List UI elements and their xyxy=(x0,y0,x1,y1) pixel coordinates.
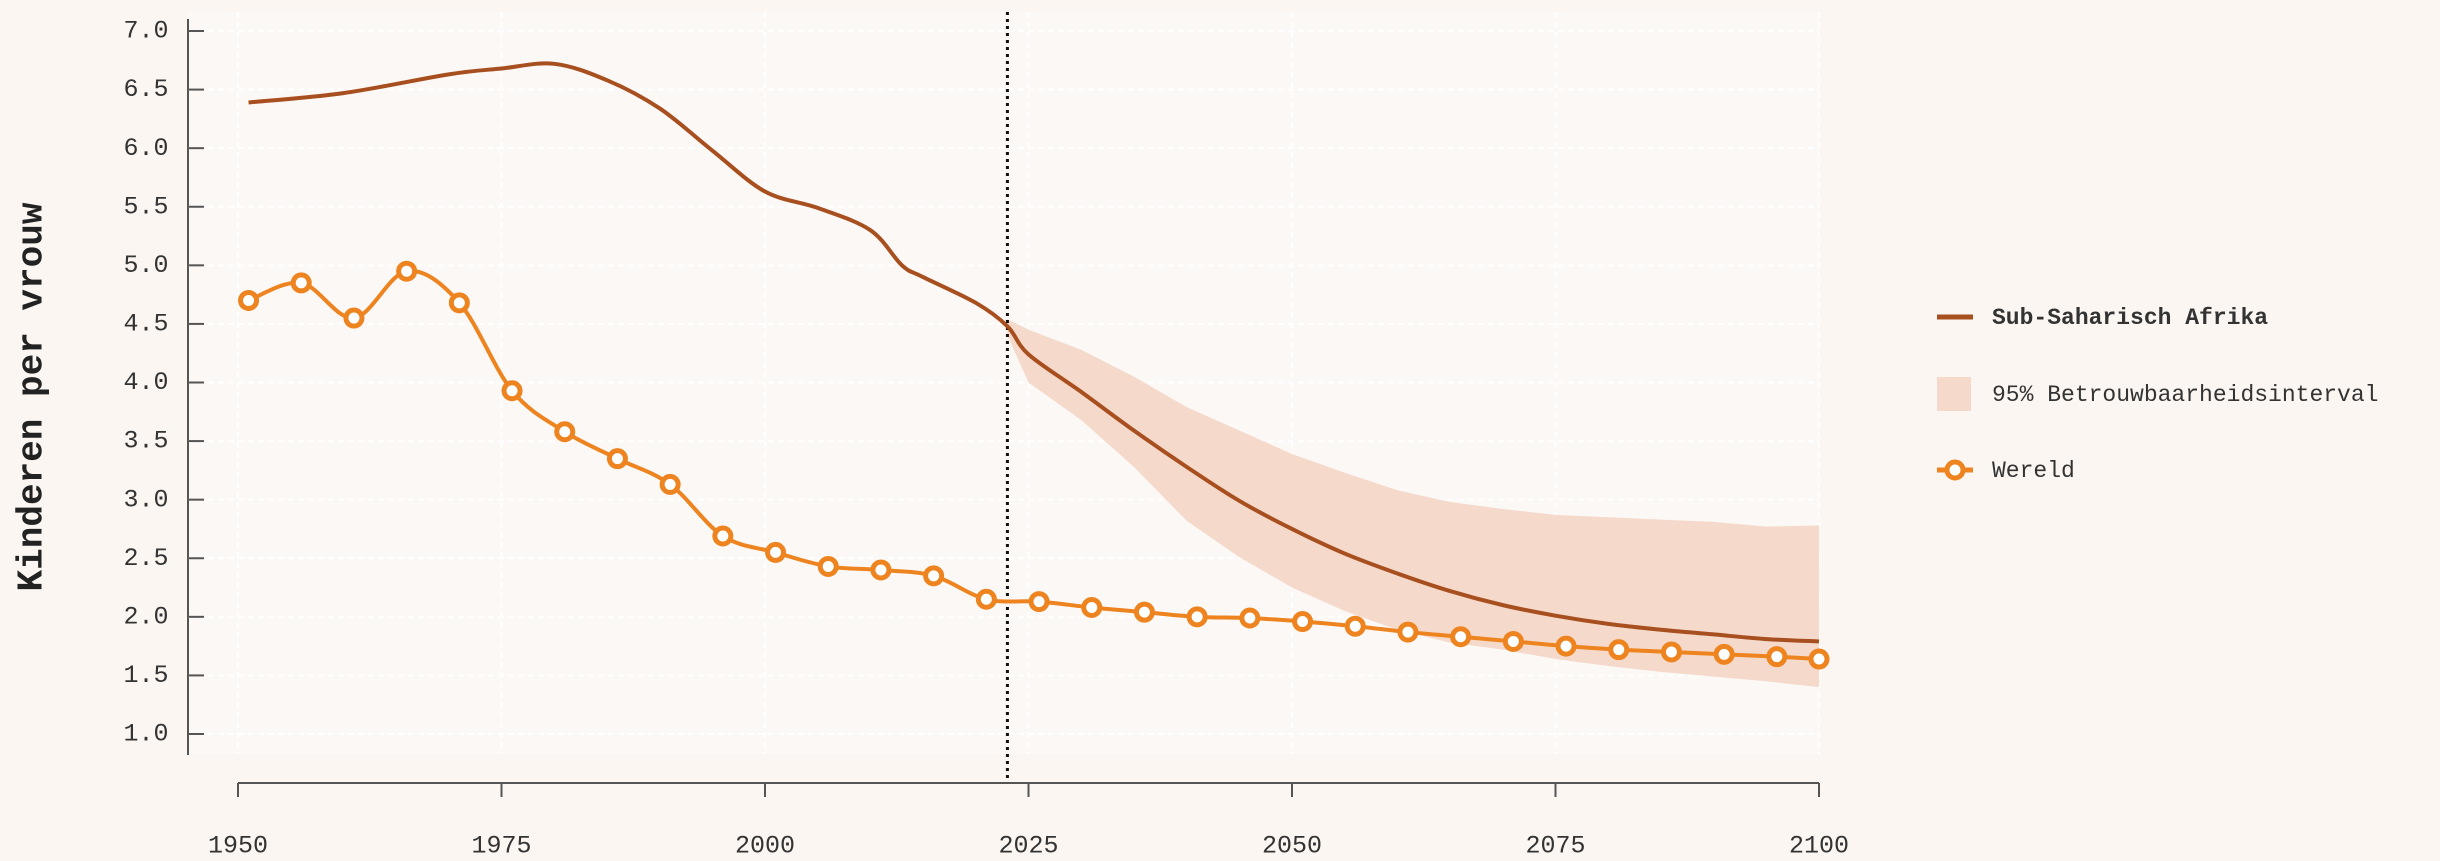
legend-label: Sub-Saharisch Afrika xyxy=(1992,305,2268,331)
y-tick-label: 4.0 xyxy=(123,368,168,397)
x-tick-label: 2000 xyxy=(735,832,795,861)
point-marker xyxy=(1186,606,1208,628)
confidence-band xyxy=(1007,319,1819,688)
point-marker xyxy=(501,380,523,402)
point-marker xyxy=(1555,635,1577,657)
point-marker xyxy=(1450,626,1472,648)
point-marker xyxy=(396,260,418,282)
point-marker xyxy=(975,588,997,610)
point-marker xyxy=(606,448,628,470)
y-tick-label: 6.0 xyxy=(123,134,168,163)
point-marker xyxy=(448,292,470,314)
x-tick-label: 1950 xyxy=(208,832,268,861)
point-marker xyxy=(1766,646,1788,668)
y-tick-label: 4.5 xyxy=(123,310,168,339)
x-tick-label: 1975 xyxy=(471,832,531,861)
y-tick-label: 2.5 xyxy=(123,544,168,573)
point-marker xyxy=(1133,601,1155,623)
y-tick-label: 6.5 xyxy=(123,75,168,104)
point-marker xyxy=(343,307,365,329)
point-marker xyxy=(1292,611,1314,633)
point-marker xyxy=(1344,615,1366,637)
point-marker xyxy=(1239,607,1261,629)
point-marker xyxy=(1081,596,1103,618)
point-marker xyxy=(659,473,681,495)
y-tick-label: 5.0 xyxy=(123,251,168,280)
point-marker xyxy=(765,541,787,563)
x-tick-label: 2075 xyxy=(1525,832,1585,861)
point-marker xyxy=(1713,643,1735,665)
x-tick-label: 2100 xyxy=(1789,832,1849,861)
series-line xyxy=(248,61,1820,644)
y-tick-label: 3.0 xyxy=(123,485,168,514)
point-marker xyxy=(1502,630,1524,652)
point-marker xyxy=(1808,648,1830,670)
legend-swatch xyxy=(1937,377,1971,411)
x-tick-label: 2050 xyxy=(1262,832,1322,861)
y-axis-label: Kinderen per vrouw xyxy=(12,202,53,591)
point-marker xyxy=(712,525,734,547)
y-tick-label: 1.5 xyxy=(123,661,168,690)
y-tick-label: 3.5 xyxy=(123,427,168,456)
y-tick-label: 5.5 xyxy=(123,192,168,221)
point-marker xyxy=(290,272,312,294)
y-tick-label: 7.0 xyxy=(123,17,168,46)
point-marker xyxy=(870,559,892,581)
x-tick-label: 2025 xyxy=(998,832,1058,861)
point-marker xyxy=(1608,639,1630,661)
legend-marker xyxy=(1944,459,1966,481)
point-marker xyxy=(238,289,260,311)
y-tick-label: 1.0 xyxy=(123,720,168,749)
point-marker xyxy=(554,421,576,443)
point-marker xyxy=(1660,641,1682,663)
y-tick-label: 2.0 xyxy=(123,602,168,631)
legend-label: 95% Betrouwbaarheidsinterval xyxy=(1992,382,2378,408)
point-marker xyxy=(1397,621,1419,643)
point-marker xyxy=(923,565,945,587)
point-marker xyxy=(1028,591,1050,613)
point-marker xyxy=(817,555,839,577)
legend-label: Wereld xyxy=(1992,458,2075,484)
